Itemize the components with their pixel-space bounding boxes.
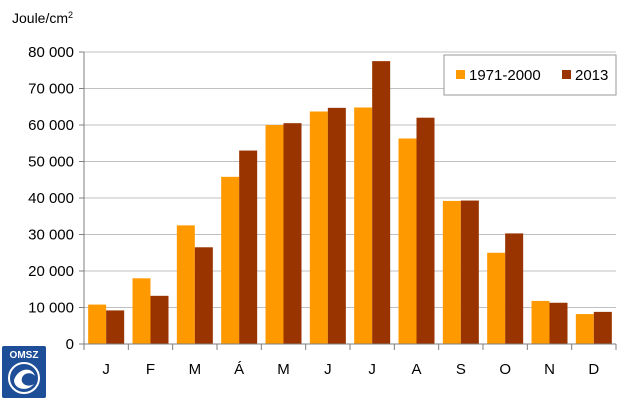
bar-2013 — [327, 107, 346, 344]
bar-1971-2000 — [265, 125, 284, 344]
bar-1971-2000 — [354, 107, 373, 344]
axes — [79, 51, 617, 350]
logo-emblem-ring — [8, 362, 40, 394]
bar-1971-2000 — [88, 304, 107, 344]
y-tick-label: 40 000 — [28, 190, 74, 207]
gridlines — [84, 51, 616, 308]
x-tick-label: F — [146, 361, 155, 378]
y-tick-label: 30 000 — [28, 227, 74, 244]
bar-2013 — [106, 310, 125, 344]
x-tick-label: N — [544, 361, 555, 378]
legend-box — [443, 54, 617, 96]
bar-1971-2000 — [531, 300, 550, 344]
bar-2013 — [460, 200, 479, 344]
bar-2013 — [416, 117, 435, 344]
logo-wave-icon — [14, 369, 35, 389]
x-tick-label: Á — [234, 361, 244, 378]
legend: 1971-2000 2013 — [443, 54, 617, 96]
x-tick-label: A — [411, 361, 421, 378]
bar-2013 — [150, 295, 169, 344]
bar-2013 — [593, 311, 612, 344]
omsz-logo: OMSZ — [2, 346, 46, 398]
y-axis-label-superscript: 2 — [68, 10, 73, 20]
y-tick-label: 80 000 — [28, 44, 74, 61]
bar-2013 — [194, 247, 213, 344]
x-tick-label: J — [324, 361, 332, 378]
bar-1971-2000 — [442, 200, 461, 344]
x-tick-label: S — [456, 361, 466, 378]
logo-text: OMSZ — [10, 350, 39, 361]
y-tick-label: 20 000 — [28, 263, 74, 280]
x-tick-label: O — [499, 361, 511, 378]
x-tick-label: J — [368, 361, 376, 378]
bar-2013 — [549, 302, 568, 344]
y-axis-label: Joule/cm2 — [12, 10, 73, 26]
bar-1971-2000 — [132, 278, 151, 344]
y-tick-label: 50 000 — [28, 154, 74, 171]
bar-1971-2000 — [575, 314, 594, 344]
bar-2013 — [239, 150, 258, 344]
bar-1971-2000 — [487, 252, 506, 344]
x-tick-label: J — [102, 361, 110, 378]
bar-2013 — [505, 233, 524, 344]
bar-2013 — [372, 61, 391, 344]
y-tick-label: 70 000 — [28, 81, 74, 98]
y-tick-label: 0 — [66, 336, 74, 353]
legend-label: 2013 — [575, 67, 608, 84]
bar-2013 — [283, 123, 302, 344]
bar-1971-2000 — [221, 176, 240, 344]
y-tick-label: 60 000 — [28, 117, 74, 134]
bars — [88, 61, 612, 345]
x-tick-label: M — [277, 361, 290, 378]
legend-swatch — [456, 70, 465, 79]
y-tick-label: 10 000 — [28, 300, 74, 317]
y-tick-labels: 0 10 000 20 000 30 000 40 000 50 000 60 000 70 … — [28, 44, 74, 353]
x-tick-label: D — [588, 361, 599, 378]
legend-label: 1971-2000 — [469, 67, 541, 84]
bar-1971-2000 — [176, 225, 195, 344]
legend-swatch — [562, 70, 571, 79]
bar-1971-2000 — [398, 138, 417, 344]
x-tick-label: M — [189, 361, 202, 378]
bar-1971-2000 — [309, 111, 328, 345]
